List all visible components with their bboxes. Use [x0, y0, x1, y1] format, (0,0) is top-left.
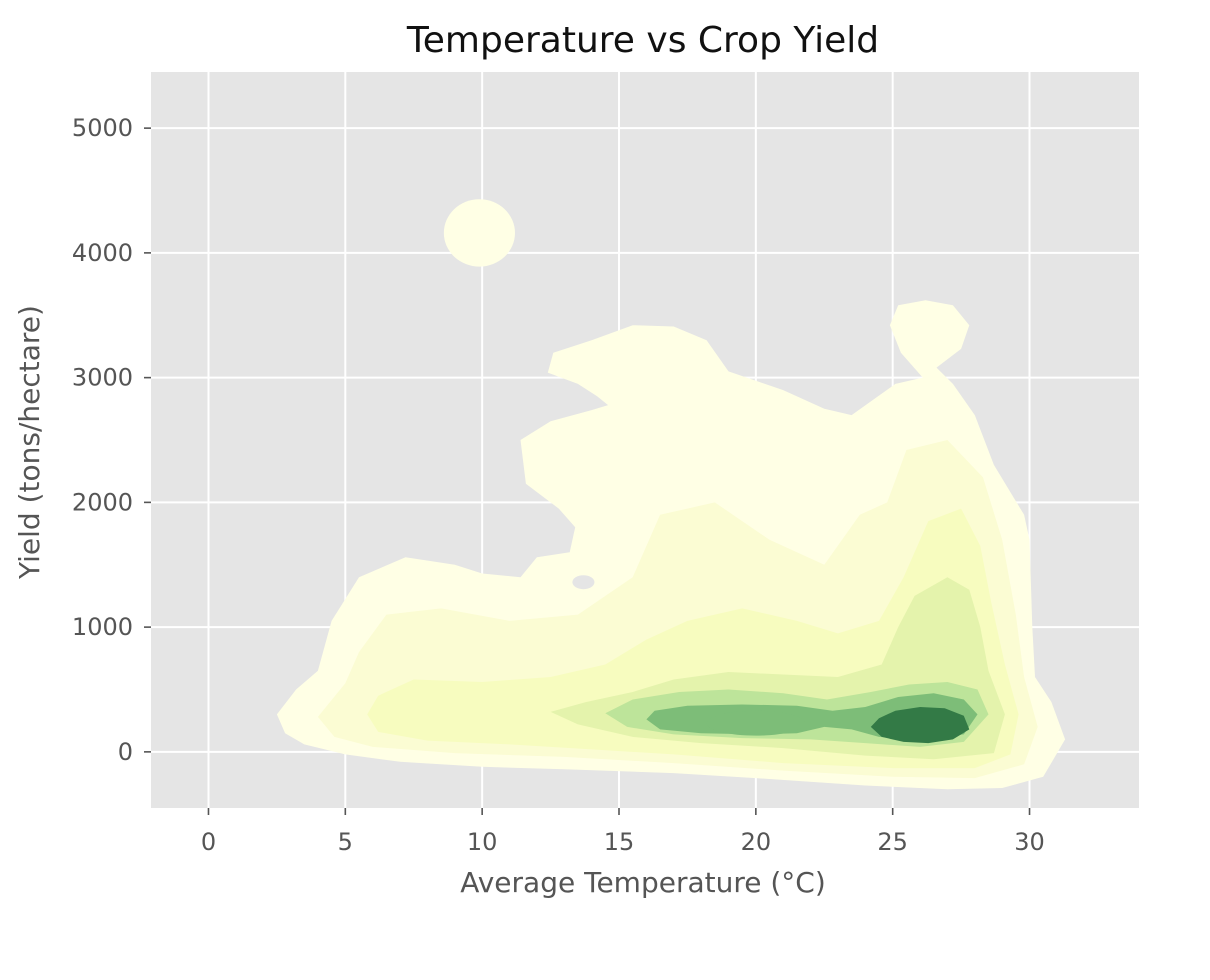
y-tick-label: 5000 [72, 114, 133, 142]
y-axis-label: Yield (tons/hectare) [13, 305, 46, 580]
y-tick-label: 0 [118, 738, 133, 766]
x-tick-label: 30 [1014, 828, 1045, 856]
x-tick-label: 20 [741, 828, 772, 856]
y-tick-label: 1000 [72, 613, 133, 641]
x-tick-label: 10 [467, 828, 498, 856]
y-tick-label: 3000 [72, 364, 133, 392]
x-axis-ticks: 0 5 10 15 20 25 30 [201, 808, 1045, 856]
density-gap [572, 575, 595, 590]
y-axis-ticks: 0 1000 2000 3000 4000 5000 [72, 114, 151, 766]
density-contour-level-1 [443, 199, 515, 267]
y-tick-label: 4000 [72, 239, 133, 267]
x-tick-label: 15 [604, 828, 635, 856]
density-contours [276, 199, 1066, 790]
density-contour-level-7 [870, 707, 970, 744]
chart-title: Temperature vs Crop Yield [406, 20, 879, 61]
x-tick-label: 5 [338, 828, 353, 856]
density-contour-level-4 [911, 614, 956, 658]
y-tick-label: 2000 [72, 488, 133, 516]
x-axis-label: Average Temperature (°C) [460, 866, 826, 899]
x-tick-label: 25 [877, 828, 908, 856]
x-tick-label: 0 [201, 828, 216, 856]
density-contour-level-6 [706, 710, 806, 736]
